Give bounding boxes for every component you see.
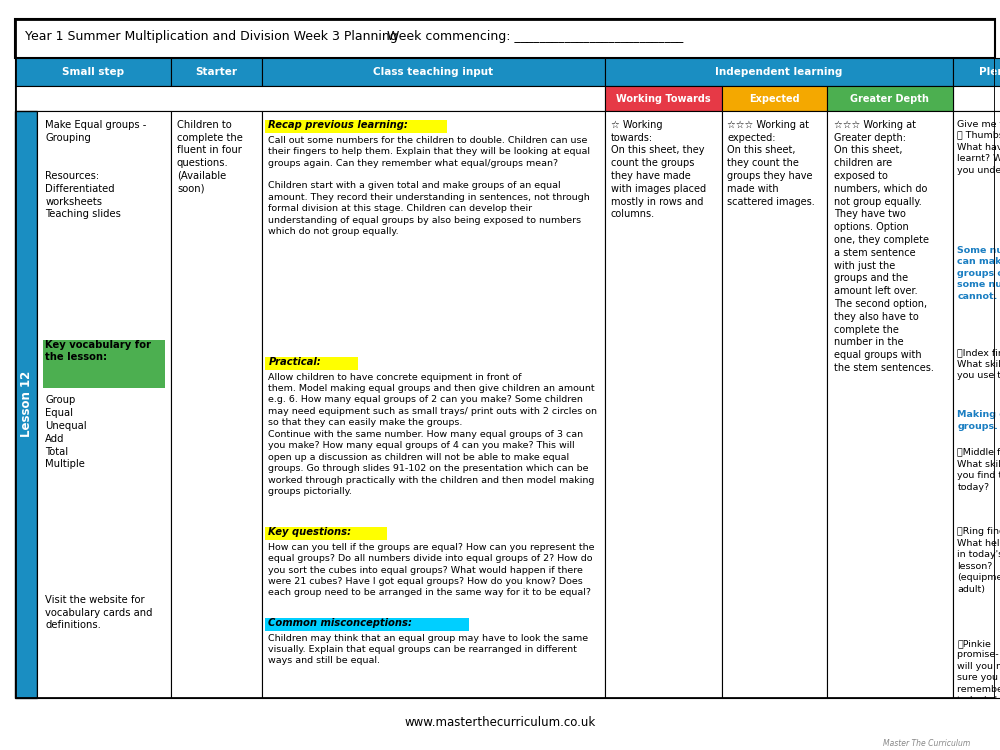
Text: Call out some numbers for the children to double. Children can use
their fingers: Call out some numbers for the children t… (268, 136, 590, 236)
Text: www.masterthecurriculum.co.uk: www.masterthecurriculum.co.uk (404, 716, 596, 730)
Text: 👆Index finger-
What skills did
you use today?: 👆Index finger- What skills did you use t… (957, 349, 1000, 380)
Bar (265, 120, 447, 134)
Text: Visit the website for
vocabulary cards and
definitions.: Visit the website for vocabulary cards a… (45, 595, 153, 631)
Text: Plenary: Plenary (979, 67, 1000, 77)
Text: Give me five:
👍 Thumbs up-
What have you
learnt? What did
you understand?: Give me five: 👍 Thumbs up- What have you… (957, 120, 1000, 175)
Text: How can you tell if the groups are equal? How can you represent the
equal groups: How can you tell if the groups are equal… (268, 543, 595, 598)
Text: Expected: Expected (749, 94, 800, 104)
Text: Year 1 Summer Multiplication and Division Week 3 Planning: Year 1 Summer Multiplication and Divisio… (25, 30, 398, 43)
Text: Working Towards: Working Towards (616, 94, 711, 104)
Text: ☆☆☆ Working at
Greater depth:
On this sheet,
children are
exposed to
numbers, wh: ☆☆☆ Working at Greater depth: On this sh… (834, 120, 933, 373)
Text: Week commencing: ___________________________: Week commencing: _______________________… (387, 30, 684, 43)
Text: Master The Curriculum: Master The Curriculum (883, 739, 970, 748)
Bar (265, 357, 358, 370)
Text: Greater Depth: Greater Depth (850, 94, 929, 104)
Text: 💍Ring finger-
What helped you
in today's
lesson?
(equipment/
adult): 💍Ring finger- What helped you in today's… (957, 527, 1000, 594)
Text: Class teaching input: Class teaching input (373, 67, 493, 77)
Text: Making equal
groups.: Making equal groups. (957, 410, 1000, 430)
Text: Independent learning: Independent learning (715, 67, 842, 77)
Bar (43, 340, 165, 388)
Text: Starter: Starter (195, 67, 237, 77)
Bar (265, 527, 387, 540)
Text: Children to
complete the
fluent in four
questions.
(Available
soon): Children to complete the fluent in four … (177, 120, 243, 194)
Text: Key questions:: Key questions: (268, 527, 352, 538)
Text: Common misconceptions:: Common misconceptions: (268, 618, 412, 628)
Text: 💆Middle finger-
What skills did
you find tricky
today?: 💆Middle finger- What skills did you find… (957, 448, 1000, 491)
Text: 💌Pinkie
promise- What
will you make
sure you
remember from
today's lesson?: 💌Pinkie promise- What will you make sure… (957, 639, 1000, 705)
Text: ☆ Working
towards:
On this sheet, they
count the groups
they have made
with imag: ☆ Working towards: On this sheet, they c… (611, 120, 706, 220)
Bar (265, 618, 469, 632)
Text: Practical:: Practical: (268, 357, 321, 368)
Text: Recap previous learning:: Recap previous learning: (268, 120, 408, 130)
Text: Some numbers
can make equal
groups of 2 and
some numbers
cannot.: Some numbers can make equal groups of 2 … (957, 246, 1000, 301)
Text: Lesson 12: Lesson 12 (20, 371, 33, 437)
Text: Key vocabulary for
the lesson:: Key vocabulary for the lesson: (45, 340, 151, 362)
Text: Small step: Small step (62, 67, 124, 77)
Text: Group
Equal
Unequal
Add
Total
Multiple: Group Equal Unequal Add Total Multiple (45, 395, 87, 470)
Text: ☆☆☆ Working at
expected:
On this sheet,
they count the
groups they have
made wit: ☆☆☆ Working at expected: On this sheet, … (727, 120, 815, 206)
Text: Children may think that an equal group may have to look the same
visually. Expla: Children may think that an equal group m… (268, 634, 589, 665)
Text: Allow children to have concrete equipment in front of
them. Model making equal g: Allow children to have concrete equipmen… (268, 373, 597, 496)
Text: Make Equal groups -
Grouping


Resources:
Differentiated
worksheets
Teaching sli: Make Equal groups - Grouping Resources: … (45, 120, 147, 220)
